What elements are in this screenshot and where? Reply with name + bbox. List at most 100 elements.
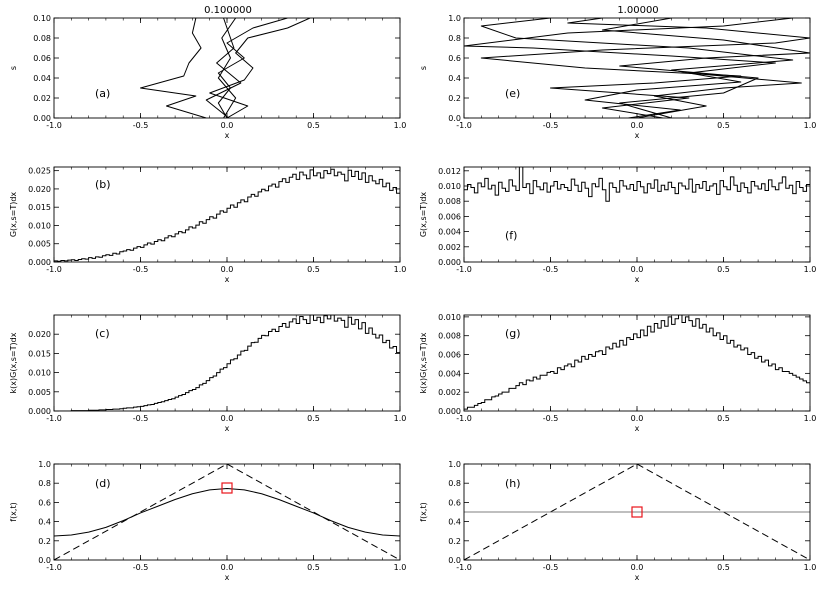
red-square-marker (221, 482, 233, 494)
histogram-bin (175, 397, 178, 411)
histogram-bin (602, 190, 605, 262)
column-title-left: 0.100000 (204, 5, 252, 16)
histogram-bin (141, 247, 144, 262)
histogram-bin (595, 352, 598, 411)
y-axis-label: f(x,t) (419, 502, 428, 521)
panel-letter: (b) (95, 178, 111, 191)
histogram-bin (786, 188, 789, 262)
x-tick-label: -1.0 (456, 414, 472, 423)
histogram-bin (727, 343, 730, 411)
y-tick-label: 0.020 (28, 185, 51, 194)
histogram-bin (682, 323, 685, 411)
histogram-bin (362, 323, 365, 411)
plot-area (464, 167, 810, 262)
series-line-5 (205, 18, 242, 118)
histogram-bin (561, 184, 564, 262)
y-tick-label: 0.2 (448, 94, 461, 103)
histogram-bin (613, 343, 616, 411)
histogram-bin (269, 332, 272, 411)
series-line-2 (464, 18, 802, 118)
panel-letter: (h) (505, 477, 521, 490)
histogram-bin (397, 353, 400, 411)
histogram-bin (310, 170, 313, 262)
histogram-bin (533, 181, 536, 262)
histogram-bin (720, 339, 723, 411)
histogram-bin (634, 334, 637, 411)
panels: -1.0 -0.5 0.0 0.5 1.0 0.00 0.02 0.04 0.06 0.08 0.1… (9, 14, 816, 582)
histogram-bin (168, 236, 171, 262)
histogram-bin (203, 383, 206, 411)
plot-area (464, 464, 810, 560)
histogram-bin (269, 186, 272, 262)
histogram-bin (807, 383, 810, 411)
histogram-bin (557, 189, 560, 262)
y-tick-label: 0.4 (38, 518, 51, 527)
histogram-bin (758, 356, 761, 411)
histogram-bin (331, 315, 334, 411)
histogram-bin (151, 404, 154, 411)
histogram-bin (613, 188, 616, 262)
histogram-bin (158, 240, 161, 262)
histogram-bin (672, 324, 675, 411)
x-tick-label: 0.0 (631, 121, 644, 130)
histogram-bin (627, 338, 630, 411)
histogram-bin (793, 375, 796, 411)
histogram-bin (547, 192, 550, 262)
histogram-bin (196, 225, 199, 262)
histogram-bin (400, 352, 403, 411)
histogram-bin (390, 348, 393, 411)
histogram-bin (488, 189, 491, 262)
histogram-bin (445, 219, 448, 262)
y-tick-label: 0.00 (33, 114, 51, 123)
histogram-bin (616, 192, 619, 262)
histogram-bin (338, 172, 341, 262)
histogram-bin (606, 201, 609, 262)
series-line-3 (217, 18, 288, 118)
histogram-bin (230, 205, 233, 262)
plot-area (54, 464, 400, 560)
histogram-bin (237, 203, 240, 262)
histogram-bin (796, 181, 799, 262)
y-tick-label: 0.2 (38, 537, 51, 546)
histogram-bin (592, 184, 595, 262)
x-tick-label: -0.5 (543, 265, 559, 274)
histogram-bin (393, 187, 396, 262)
y-tick-label: 0.004 (438, 369, 461, 378)
histogram-bin (262, 189, 265, 262)
histogram-bin (471, 407, 474, 411)
histogram-bin (390, 190, 393, 262)
histogram-bin (748, 193, 751, 262)
y-tick-label: 0.015 (28, 349, 51, 358)
histogram-bin (182, 394, 185, 411)
histogram-bin (724, 187, 727, 262)
histogram-bin (782, 371, 785, 411)
histogram-bin (703, 181, 706, 262)
histogram-bin (571, 367, 574, 411)
y-tick-label: 0.005 (28, 240, 51, 249)
x-tick-label: 0.0 (221, 414, 234, 423)
histogram-bin (300, 172, 303, 262)
histogram-bin (661, 185, 664, 262)
histogram-bin (265, 191, 268, 262)
histogram-bin (255, 196, 258, 262)
x-axis-label: x (635, 275, 640, 284)
histogram-bin (789, 185, 792, 262)
histogram-bin (224, 212, 227, 262)
histogram-bin (537, 379, 540, 411)
histogram-bin (544, 183, 547, 262)
histogram-bin (495, 396, 498, 411)
histogram-bin (161, 402, 164, 411)
histogram-bin (481, 187, 484, 262)
histogram-bin (154, 242, 157, 262)
y-tick-label: 0.005 (28, 388, 51, 397)
y-tick-label: 1.0 (448, 14, 461, 23)
histogram-bin (523, 385, 526, 411)
histogram-bin (189, 227, 192, 262)
x-tick-label: 0.5 (717, 563, 730, 572)
histogram-bin (609, 183, 612, 262)
histogram-bin (561, 370, 564, 411)
histogram-bin (376, 184, 379, 262)
histogram-bin (127, 250, 130, 262)
y-tick-label: 0.008 (438, 197, 461, 206)
